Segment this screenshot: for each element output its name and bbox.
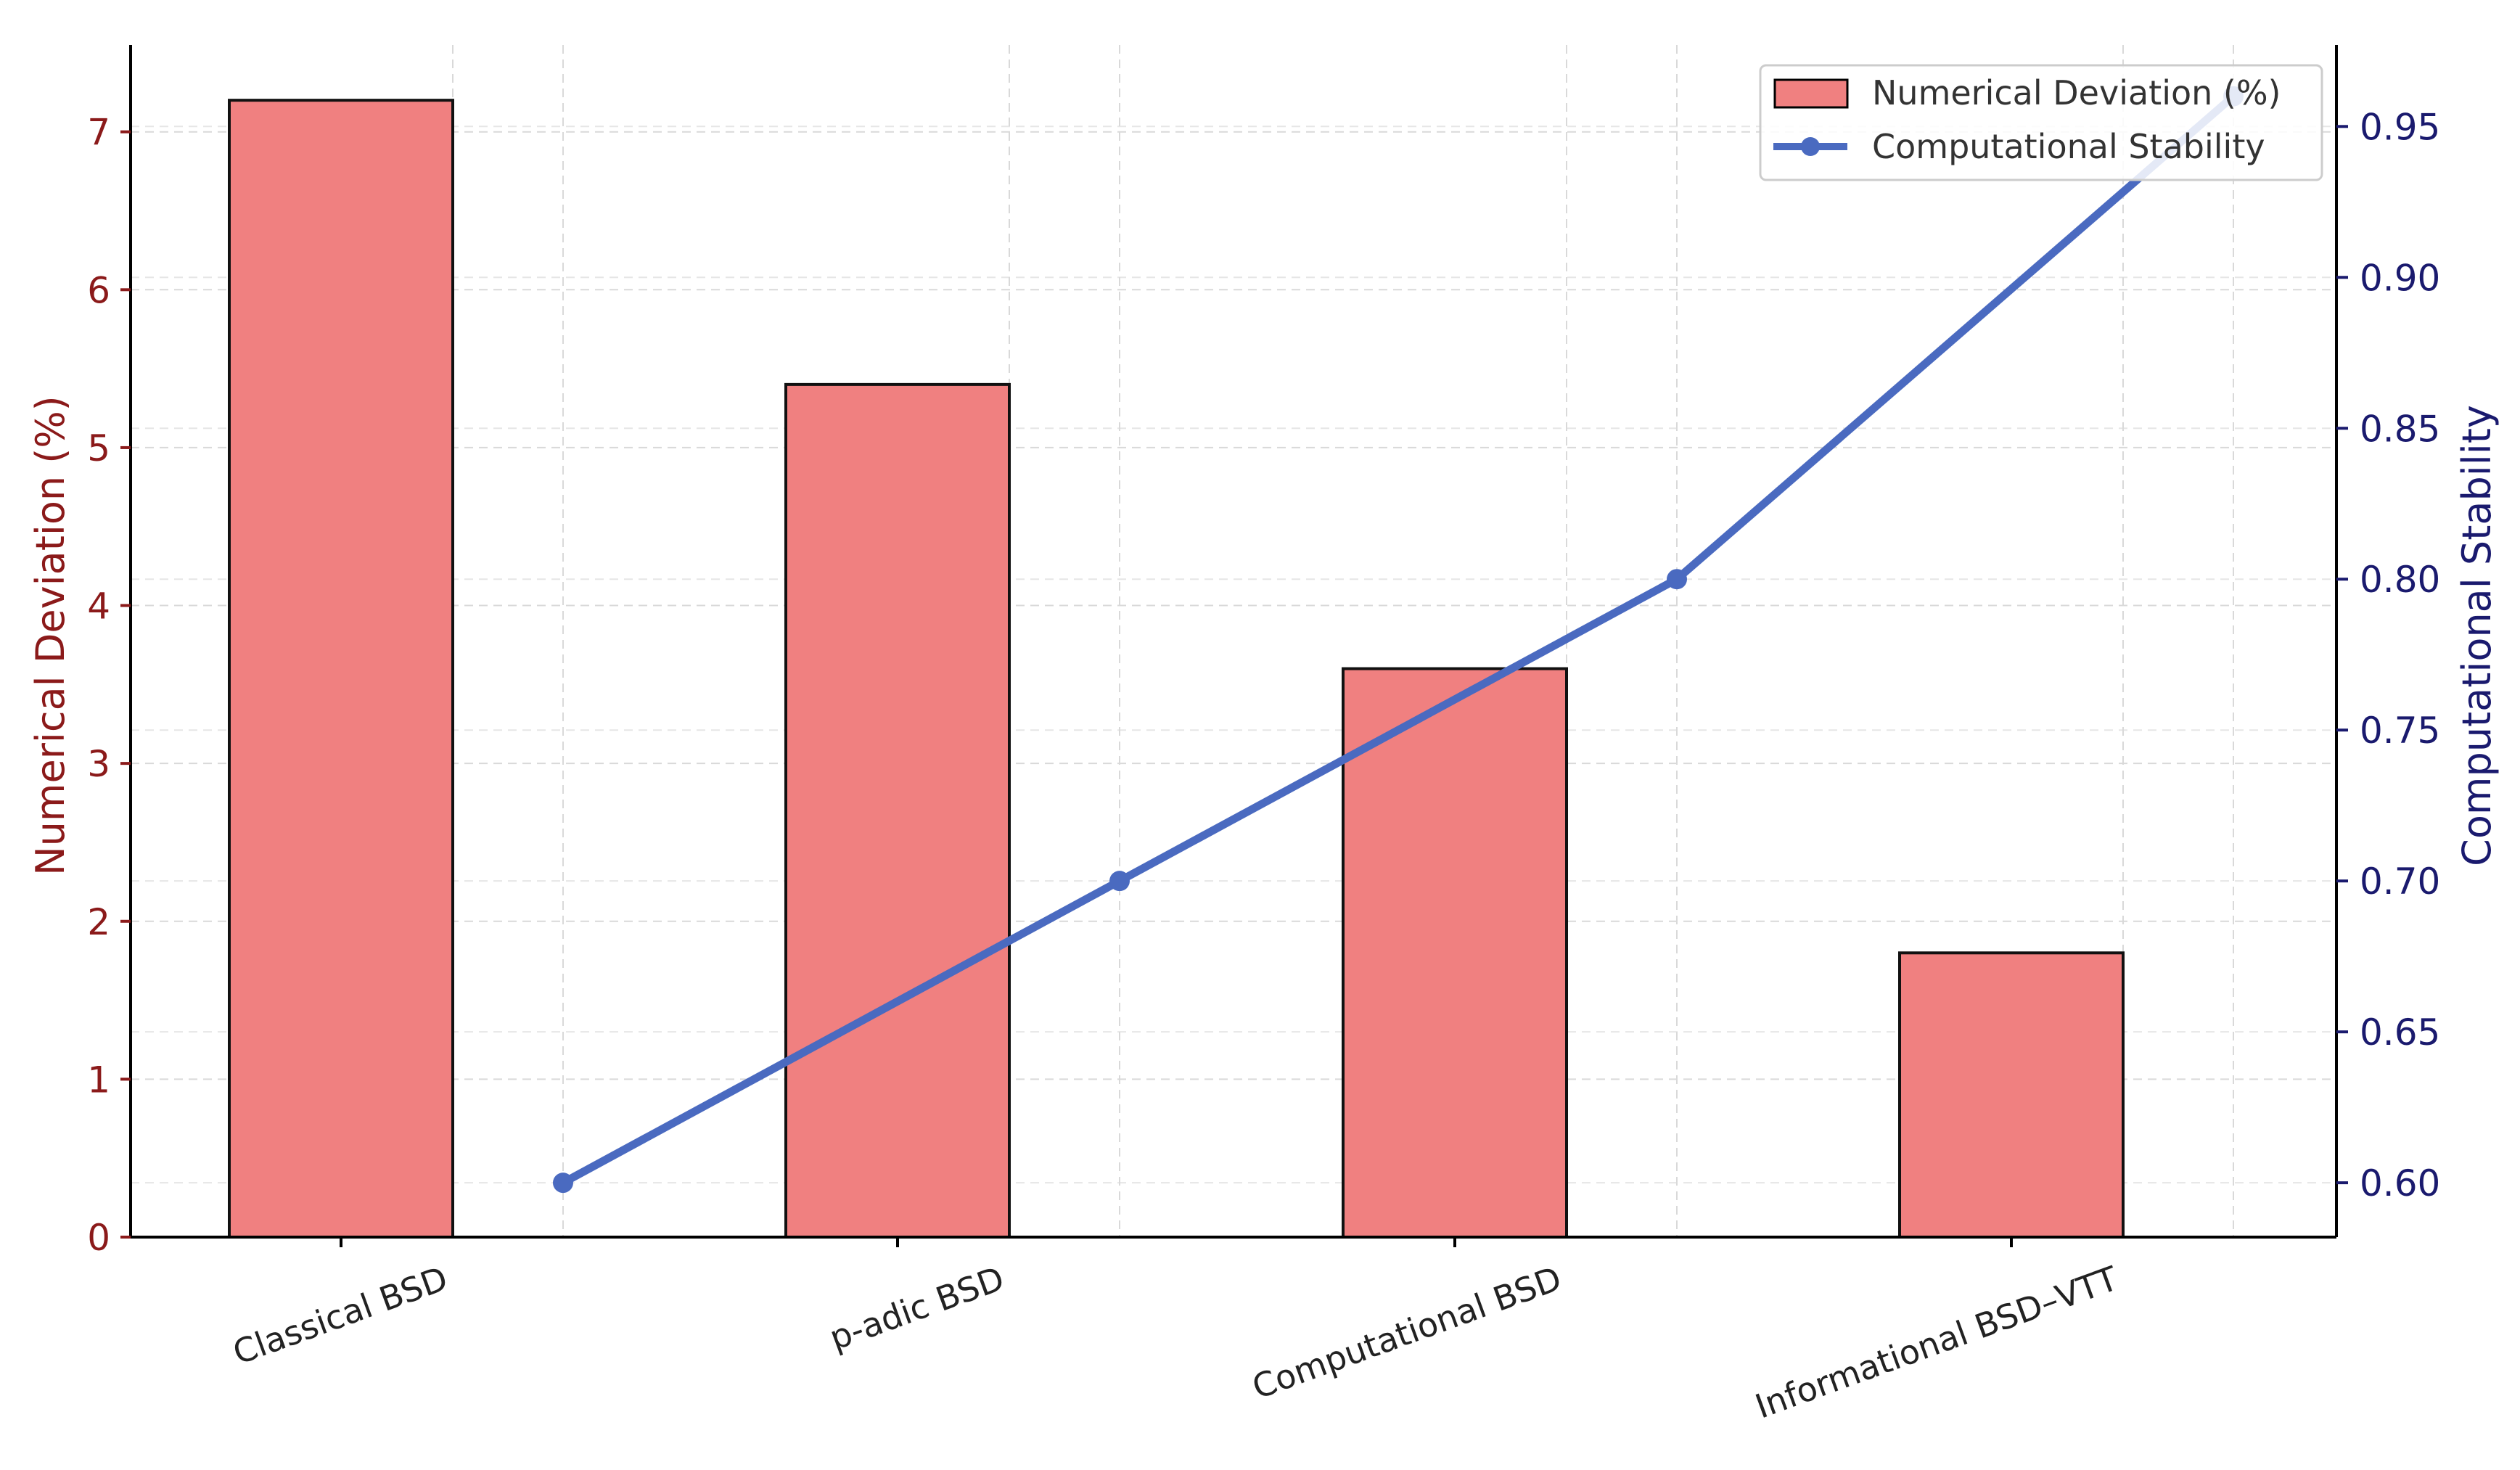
category-label-1: p-adic BSD bbox=[824, 1259, 1009, 1358]
right-tick-label-0: 0.60 bbox=[2360, 1162, 2440, 1204]
bar-1 bbox=[784, 382, 1011, 1239]
category-labels: Classical BSD p-adic BSD Computational BSD… bbox=[228, 1237, 2124, 1426]
category-label-2: Computational BSD bbox=[1247, 1259, 1567, 1407]
category-label-0: Classical BSD bbox=[228, 1259, 453, 1373]
left-tick-label-1: 1 bbox=[87, 1059, 110, 1101]
left-tick-label-4: 4 bbox=[87, 586, 110, 628]
right-tick-label-2: 0.70 bbox=[2360, 861, 2440, 903]
legend-label-stability: Computational Stability bbox=[1872, 127, 2265, 166]
left-axis-ticks: 0 1 2 3 4 5 6 7 bbox=[87, 112, 131, 1259]
left-tick-label-6: 6 bbox=[87, 269, 110, 311]
left-tick-label-5: 5 bbox=[87, 427, 110, 469]
left-tick-label-7: 7 bbox=[87, 112, 110, 154]
left-tick-label-2: 2 bbox=[87, 901, 110, 943]
stability-point-0 bbox=[553, 1173, 573, 1194]
legend-box bbox=[1759, 64, 2323, 181]
bar-2 bbox=[1342, 667, 1568, 1239]
left-tick-label-0: 0 bbox=[87, 1217, 110, 1259]
right-tick-label-6: 0.90 bbox=[2360, 257, 2440, 299]
legend: Numerical Deviation (%) Computational St… bbox=[1759, 64, 2323, 181]
stability-polyline bbox=[559, 92, 2238, 1187]
axes bbox=[129, 45, 2338, 1239]
right-tick-label-3: 0.75 bbox=[2360, 710, 2440, 752]
bars bbox=[228, 99, 2125, 1239]
right-tick-label-5: 0.85 bbox=[2360, 408, 2440, 450]
right-axis-title: Computational Stability bbox=[2454, 405, 2500, 866]
bar-3 bbox=[1898, 951, 2125, 1239]
stability-point-2 bbox=[1667, 569, 1687, 590]
right-axis-ticks: 0.60 0.65 0.70 0.75 0.80 0.85 0.90 0.95 bbox=[2336, 106, 2440, 1204]
right-tick-label-7: 0.95 bbox=[2360, 106, 2440, 148]
legend-label-deviation: Numerical Deviation (%) bbox=[1872, 73, 2281, 112]
category-label-3: Informational BSD–VTT bbox=[1750, 1258, 2124, 1426]
left-axis-title: Numerical Deviation (%) bbox=[28, 395, 73, 876]
stability-point-1 bbox=[1109, 871, 1130, 892]
right-tick-label-1: 0.65 bbox=[2360, 1011, 2440, 1054]
right-tick-label-4: 0.80 bbox=[2360, 559, 2440, 601]
left-tick-label-3: 3 bbox=[87, 743, 110, 785]
bar-0 bbox=[228, 99, 454, 1239]
legend-marker bbox=[1801, 137, 1820, 156]
legend-bar-swatch bbox=[1773, 78, 1849, 109]
